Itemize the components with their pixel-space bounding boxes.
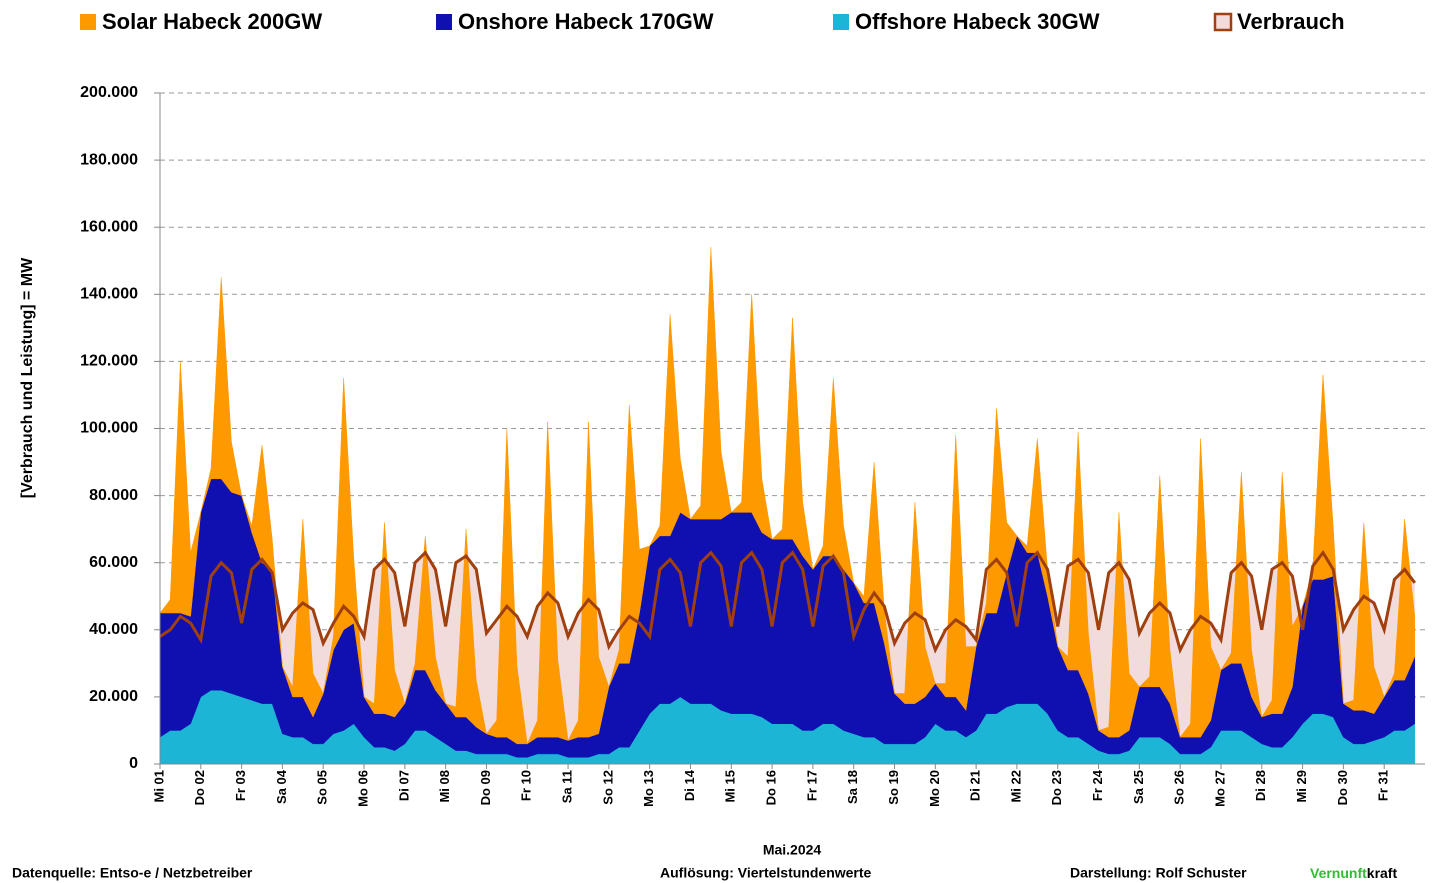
x-tick-label: Mi 29 bbox=[1294, 770, 1309, 803]
y-tick-label: 160.000 bbox=[80, 218, 138, 235]
x-tick-label: Mo 27 bbox=[1212, 770, 1227, 807]
x-tick-label: Di 21 bbox=[968, 770, 983, 801]
x-tick-label: Do 02 bbox=[192, 770, 207, 805]
x-tick-label: Sa 04 bbox=[274, 769, 289, 804]
x-tick-label: Fr 17 bbox=[804, 770, 819, 801]
x-tick-label: Do 16 bbox=[764, 770, 779, 805]
brand-dark: kraft bbox=[1367, 865, 1398, 881]
x-tick-label: Mo 06 bbox=[355, 770, 370, 807]
x-tick-label: Di 07 bbox=[396, 770, 411, 801]
x-tick-label: Fr 24 bbox=[1090, 769, 1105, 801]
legend-label: Solar Habeck 200GW bbox=[102, 9, 322, 34]
footer-source: Datenquelle: Entso-e / Netzbetreiber bbox=[12, 865, 253, 881]
legend-swatch bbox=[1213, 12, 1233, 32]
y-tick-label: 140.000 bbox=[80, 286, 138, 303]
x-tick-label: Di 28 bbox=[1253, 770, 1268, 801]
x-tick-label: Mi 22 bbox=[1008, 770, 1023, 803]
x-tick-label: Sa 25 bbox=[1131, 770, 1146, 804]
y-tick-label: 80.000 bbox=[89, 487, 138, 504]
footer-resolution: Auflösung: Viertelstundenwerte bbox=[660, 865, 872, 881]
area bbox=[159, 247, 1416, 745]
x-tick-label: Sa 18 bbox=[845, 770, 860, 804]
y-tick-label: 20.000 bbox=[89, 688, 138, 705]
y-axis-label: [Verbrauch und Leistung] = MW bbox=[19, 257, 36, 498]
y-tick-label: 0 bbox=[129, 755, 138, 772]
legend-swatch bbox=[833, 14, 849, 30]
x-tick-label: So 12 bbox=[600, 770, 615, 805]
legend-label: Offshore Habeck 30GW bbox=[855, 9, 1100, 34]
footer-brand: Vernunftkraft bbox=[1310, 865, 1397, 881]
x-tick-label: Mo 20 bbox=[927, 770, 942, 807]
legend-label: Onshore Habeck 170GW bbox=[458, 9, 714, 34]
x-tick-label: Do 09 bbox=[478, 770, 493, 805]
brand-green: Vernunft bbox=[1310, 865, 1367, 881]
legend-swatch bbox=[436, 14, 452, 30]
x-tick-label: Mi 08 bbox=[437, 770, 452, 803]
x-axis-label: Mai.2024 bbox=[763, 842, 822, 858]
x-tick-label: Mi 15 bbox=[723, 770, 738, 803]
x-tick-label: Di 14 bbox=[682, 769, 697, 801]
x-tick-label: Mo 13 bbox=[641, 770, 656, 807]
y-tick-label: 60.000 bbox=[89, 554, 138, 571]
legend-label: Verbrauch bbox=[1237, 9, 1345, 34]
legend-swatch bbox=[80, 14, 96, 30]
y-tick-label: 120.000 bbox=[80, 353, 138, 370]
y-tick-label: 100.000 bbox=[80, 420, 138, 437]
x-tick-label: Do 30 bbox=[1335, 770, 1350, 805]
x-tick-label: Do 23 bbox=[1049, 770, 1064, 805]
x-tick-label: So 05 bbox=[315, 770, 330, 805]
footer-author: Darstellung: Rolf Schuster bbox=[1070, 865, 1247, 881]
x-tick-label: Sa 11 bbox=[560, 770, 575, 803]
x-tick-label: Mi 01 bbox=[151, 770, 166, 803]
x-tick-label: Fr 03 bbox=[233, 770, 248, 801]
y-tick-label: 200.000 bbox=[80, 84, 138, 101]
x-tick-label: Fr 10 bbox=[519, 770, 534, 801]
x-tick-label: So 19 bbox=[886, 770, 901, 805]
x-tick-label: So 26 bbox=[1172, 770, 1187, 805]
line bbox=[159, 549, 1416, 655]
y-tick-label: 180.000 bbox=[80, 151, 138, 168]
y-tick-label: 40.000 bbox=[89, 621, 138, 638]
x-tick-label: Fr 31 bbox=[1376, 770, 1391, 801]
